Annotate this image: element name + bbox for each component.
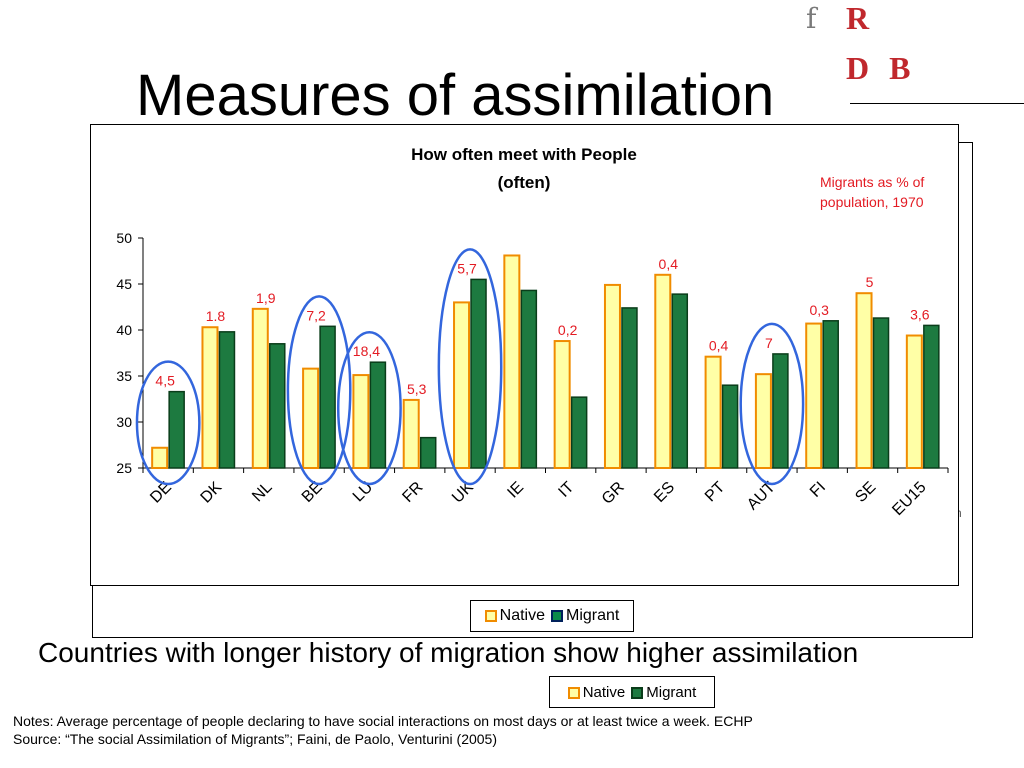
- bar-migrant-uk: [470, 278, 487, 469]
- chart-subtitle: (often): [498, 173, 551, 192]
- bar-native-dk: [201, 326, 219, 469]
- bar-native-de: [151, 446, 169, 470]
- bar-migrant-fi: [822, 320, 839, 469]
- legend-migrant-entry: Migrant: [631, 684, 696, 701]
- x-tick-label: SE: [852, 479, 879, 506]
- bar-native-fi: [805, 322, 823, 469]
- source-line: Source: “The social Assimilation of Migr…: [13, 731, 498, 747]
- x-tick-label: DK: [198, 479, 226, 507]
- bar-migrant-it: [570, 396, 588, 469]
- highlight-circle-uk: [437, 248, 503, 486]
- bar-migrant-es: [671, 293, 689, 469]
- slide-notes: Notes: Average percentage of people decl…: [13, 712, 753, 748]
- logo-letter-f: f: [806, 2, 817, 35]
- x-tick-label: FI: [807, 479, 829, 501]
- migrant-share-label: 7: [765, 335, 773, 351]
- y-tick-label: 35: [116, 368, 132, 384]
- logo-letters-db: D B: [846, 50, 917, 86]
- bar-migrant-fr: [419, 436, 437, 469]
- notes-line: Notes: Average percentage of people decl…: [13, 713, 753, 729]
- y-tick-label: 30: [116, 414, 132, 430]
- migrant-share-label: 0,4: [659, 256, 679, 272]
- x-tick-label: IE: [504, 479, 527, 502]
- bar-native-aut: [754, 373, 772, 469]
- bar-migrant-be: [319, 325, 336, 469]
- bar-native-be: [302, 367, 320, 469]
- y-tick-label: 50: [116, 230, 132, 246]
- bar-migrant-nl: [269, 343, 286, 469]
- bar-migrant-dk: [218, 331, 236, 469]
- bar-native-eu15: [905, 334, 923, 469]
- x-tick-label: IT: [555, 479, 577, 501]
- bar-native-lu: [352, 374, 370, 469]
- migrant-share-label: 1,9: [256, 290, 276, 306]
- slide-caption: Countries with longer history of migrati…: [38, 637, 859, 668]
- highlight-circle-de: [135, 360, 201, 486]
- legend-migrant-entry: Migrant: [551, 607, 619, 625]
- bar-migrant-gr: [621, 307, 638, 469]
- migrant-swatch-icon: [631, 686, 644, 699]
- migrant-share-label: 0,4: [709, 338, 729, 354]
- migrant-share-label: 5,7: [457, 260, 477, 276]
- highlight-circle-lu: [336, 330, 402, 486]
- x-tick-label: FR: [399, 479, 426, 506]
- migrant-share-label: 1.8: [206, 308, 226, 324]
- x-tick-label: NL: [249, 479, 276, 506]
- x-tick-label: GR: [599, 479, 628, 508]
- chart-bars: [151, 254, 940, 470]
- bar-native-es: [654, 273, 672, 469]
- migrant-share-label: 4,5: [155, 373, 175, 389]
- migrant-share-label: 5,3: [407, 381, 427, 397]
- bar-migrant-lu: [369, 361, 387, 469]
- legend-native-entry: Native: [484, 607, 545, 625]
- bar-native-nl: [251, 307, 269, 469]
- chart-highlight-circles: [135, 248, 805, 486]
- migrant-share-label: 0,2: [558, 322, 578, 338]
- native-swatch-icon: [567, 686, 580, 699]
- bar-native-ie: [503, 254, 521, 469]
- bar-native-gr: [603, 283, 621, 469]
- migrant-share-label: 18,4: [353, 343, 380, 359]
- chart-x-tick-labels: DE DK NL BE LU FR UK IE IT GR ES PT AUT FI SE EU15: [147, 479, 929, 520]
- logo-letter-r: R: [846, 0, 870, 36]
- y-tick-label: 40: [116, 322, 132, 338]
- legend-native-entry: Native: [567, 684, 625, 701]
- background-legend: Native Migrant: [470, 600, 634, 632]
- y-tick-label: 45: [116, 276, 132, 292]
- migrants-share-annotation: Migrants as % of population, 1970: [820, 174, 925, 210]
- bar-migrant-eu15: [923, 324, 940, 469]
- bar-migrant-de: [168, 390, 185, 469]
- highlight-circle-be: [286, 295, 352, 486]
- chart-frame: How often meet with People (often) 25 30 3…: [90, 124, 959, 708]
- migrant-share-label: 3,6: [910, 306, 930, 322]
- chart-legend: Native Migrant: [549, 676, 715, 708]
- bar-migrant-pt: [721, 384, 739, 469]
- bar-native-pt: [704, 355, 722, 469]
- x-tick-label: ES: [651, 479, 678, 506]
- migrant-swatch-icon: [551, 609, 563, 622]
- bar-native-it: [553, 340, 571, 469]
- migrant-share-label: 0,3: [809, 302, 829, 318]
- logo-underline: [850, 103, 1024, 104]
- migrant-share-label: 7,2: [306, 307, 326, 323]
- bar-native-se: [855, 292, 873, 469]
- highlight-circle-aut: [739, 322, 805, 486]
- chart-title: How often meet with People: [411, 145, 637, 164]
- bar-chart: How often meet with People (often) 25 30 3…: [116, 145, 949, 520]
- x-tick-label: EU15: [889, 479, 929, 519]
- x-tick-label: PT: [702, 479, 729, 506]
- chart-data-labels: 4,5 1.8 1,9 7,2 18,4 5,3 5,7 0,2 0,4 0,4 7 0,3 5 3,6: [155, 256, 929, 397]
- y-tick-label: 25: [116, 460, 132, 476]
- native-swatch-icon: [484, 609, 497, 622]
- slide-title: Measures of assimilation: [136, 63, 775, 128]
- bar-migrant-aut: [772, 353, 789, 469]
- migrant-share-label: 5: [866, 274, 874, 290]
- bar-native-fr: [402, 398, 420, 470]
- bar-migrant-ie: [520, 289, 538, 469]
- bar-native-uk: [453, 301, 471, 469]
- bar-migrant-se: [872, 317, 890, 469]
- frdb-logo: f R D B: [800, 0, 1024, 104]
